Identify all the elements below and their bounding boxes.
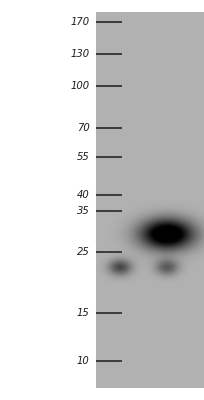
Text: 130: 130 (71, 49, 90, 59)
Text: 35: 35 (77, 206, 90, 216)
Text: 55: 55 (77, 152, 90, 162)
Text: 25: 25 (77, 246, 90, 256)
Text: 70: 70 (77, 123, 90, 133)
Text: 170: 170 (71, 17, 90, 27)
Text: 10: 10 (77, 356, 90, 366)
FancyBboxPatch shape (96, 12, 204, 388)
Text: 40: 40 (77, 190, 90, 200)
Text: 100: 100 (71, 81, 90, 91)
Text: 15: 15 (77, 308, 90, 318)
